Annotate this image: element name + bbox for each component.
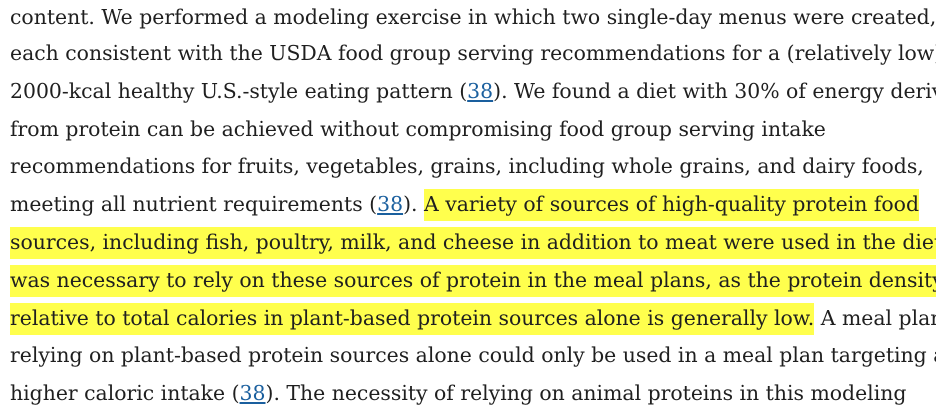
text-line: meeting all nutrient requirements (38). … (10, 186, 934, 224)
text-line: 2000-kcal healthy U.S.-style eating patt… (10, 73, 936, 111)
highlighted-text: sources, including fish, poultry, milk, … (10, 226, 936, 259)
text-line: relative to total calories in plant-base… (10, 300, 936, 338)
text-line: content. We performed a modeling exercis… (10, 0, 936, 35)
text-run: recommendations for fruits, vegetables, … (10, 154, 924, 179)
highlighted-text: A variety of sources of high-quality pro… (423, 189, 919, 222)
text-line: higher caloric intake (38). The necessit… (10, 375, 934, 411)
text-line: from protein can be achieved without com… (10, 111, 934, 149)
body-paragraph: content. We performed a modeling exercis… (10, 0, 936, 411)
text-line: relying on plant-based protein sources a… (10, 337, 936, 375)
text-run: higher caloric intake ( (10, 381, 240, 406)
text-run: ). The necessity of relying on animal pr… (265, 381, 907, 406)
citation-link[interactable]: 38 (239, 381, 266, 406)
text-line: sources, including fish, poultry, milk, … (10, 224, 936, 262)
text-run: ). (403, 192, 424, 217)
text-run: 2000-kcal healthy U.S.-style eating patt… (10, 78, 468, 103)
highlighted-text: relative to total calories in plant-base… (10, 302, 815, 335)
highlighted-text: was necessary to rely on these sources o… (10, 264, 936, 297)
text-run: meeting all nutrient requirements ( (10, 192, 378, 217)
text-run: A meal plan (814, 305, 936, 330)
citation-link[interactable]: 38 (377, 192, 404, 217)
text-run: from protein can be achieved without com… (10, 116, 826, 141)
text-run: relying on plant-based protein sources a… (10, 343, 936, 368)
text-run: each consistent with the USDA food group… (10, 41, 936, 65)
text-line: recommendations for fruits, vegetables, … (10, 148, 934, 186)
text-line: was necessary to rely on these sources o… (10, 262, 936, 300)
text-line: each consistent with the USDA food group… (10, 35, 936, 73)
text-run: content. We performed a modeling exercis… (10, 5, 936, 29)
text-run: ). We found a diet with 30% of energy de… (493, 78, 936, 103)
citation-link[interactable]: 38 (467, 78, 494, 103)
